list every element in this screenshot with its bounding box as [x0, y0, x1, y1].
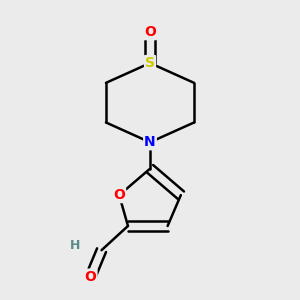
Text: H: H [70, 239, 80, 252]
Text: O: O [85, 270, 97, 283]
Text: S: S [145, 56, 155, 70]
Text: O: O [144, 25, 156, 39]
Text: N: N [144, 135, 156, 149]
Text: O: O [113, 188, 125, 202]
